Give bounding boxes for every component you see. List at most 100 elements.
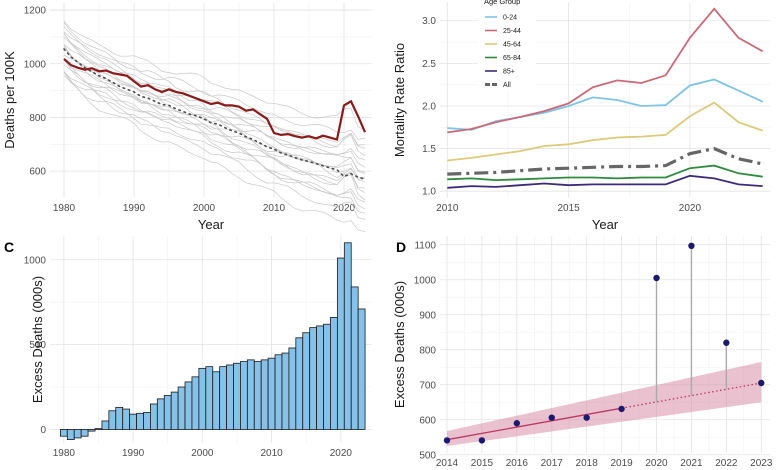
bar [219,366,227,430]
background-series-line [63,71,366,220]
background-series-line [63,44,366,180]
x-tick-label: 2020 [333,203,356,214]
y-axis-title: Mortality Rate Ratio [392,43,407,157]
legend-entry: 45-64 [503,42,521,49]
panel-d: 2014 2015 2016 2017 2018 2019 2020 2021 2022 2023… [392,236,773,469]
x-tick-label: 2000 [191,448,214,459]
bar [260,359,269,430]
x-tick-label: 2016 [506,458,529,469]
background-series-line [63,64,366,189]
panel-a: 1980 1990 2000 2010 2020 600 800 1000 1200 Year De… [2,2,372,232]
background-series-line [63,58,366,161]
series-line-85+ [447,174,763,189]
bar [156,398,165,430]
x-tick-label: 2000 [193,203,216,214]
x-tick-label: 2014 [436,458,459,469]
bar [226,364,234,430]
bar [343,242,352,430]
data-point [723,339,730,346]
bar [267,357,276,430]
legend-box [478,0,536,90]
y-tick-label: 2.5 [422,59,436,70]
data-point [443,437,451,444]
legend-entry: 25-44 [503,28,521,35]
series-line-25-44 [447,7,764,134]
series-line-45-64 [447,101,763,162]
data-point [548,414,555,421]
legend-title: Age Group [484,0,520,6]
y-axis-title: Excess Deaths (000s) [30,276,45,403]
x-tick-label: 2015 [471,458,494,469]
bar [205,366,214,430]
bar [357,308,366,430]
bar [240,361,248,430]
y-tick-label: 900 [419,310,436,321]
background-series-line [63,33,366,173]
x-axis-title: Year [198,217,225,232]
x-tick-label: 2017 [541,458,564,469]
x-tick-label: 2023 [750,458,773,469]
data-point [688,242,695,249]
background-series-line [63,75,366,232]
background-series-line [63,22,366,157]
y-tick-label: 1000 [24,59,47,70]
bar [122,408,131,430]
y-tick-label: 1100 [414,240,436,251]
bar [150,403,158,430]
y-tick-label: 1000 [24,255,47,266]
y-tick-label: 3.0 [422,16,436,27]
panel-c: 1980 1990 2000 2010 2020 0 500 1000 Excess Death… [4,236,372,459]
background-series-line [63,32,366,201]
mean-series-line [63,48,366,180]
bar [170,391,179,430]
data-point [618,405,625,413]
y-tick-label: 500 [29,340,46,351]
bar [184,381,193,430]
x-tick-label: 2020 [645,458,668,469]
bar [350,286,359,430]
y-tick-label: 800 [29,113,46,124]
bar [198,367,207,430]
x-tick-label: 2010 [260,448,283,459]
x-tick-label: 2010 [263,203,286,214]
x-tick-label: 2015 [557,203,580,214]
y-axis-title: Deaths per 100K [2,51,17,149]
data-point [758,379,765,387]
x-tick-label: 2019 [610,458,633,469]
series-line-All [447,146,764,176]
x-tick-label: 2020 [330,448,353,459]
bar [143,412,151,430]
bar [295,337,304,430]
series-line-65-84 [447,164,763,182]
y-tick-label: 700 [419,380,436,391]
x-axis-title: Year [592,217,619,232]
legend-entry: 85+ [503,69,515,76]
y-tick-label: 600 [29,167,46,178]
bar [73,429,82,439]
bar [129,413,137,430]
x-tick-label: 1990 [123,203,146,214]
bar [191,376,200,430]
y-tick-label: 1000 [414,275,437,286]
bar [309,327,318,430]
bar [59,429,68,437]
y-axis-title: Excess Deaths (000s) [392,281,407,408]
bar [94,428,103,430]
background-series-line [63,31,366,140]
bar [302,332,311,430]
data-point [513,420,521,427]
bar [316,325,324,430]
legend-entry: All [503,82,511,89]
y-tick-label: 1.5 [422,144,436,155]
background-series-line [63,54,366,146]
bar [246,359,255,430]
panel-label: D [396,239,406,255]
bar [253,361,262,430]
data-point [478,437,486,444]
panel-label: C [4,239,14,255]
x-tick-label: 2018 [576,458,599,469]
background-series-line [63,59,366,178]
y-tick-label: 1200 [24,6,47,17]
y-tick-label: 600 [419,415,436,426]
